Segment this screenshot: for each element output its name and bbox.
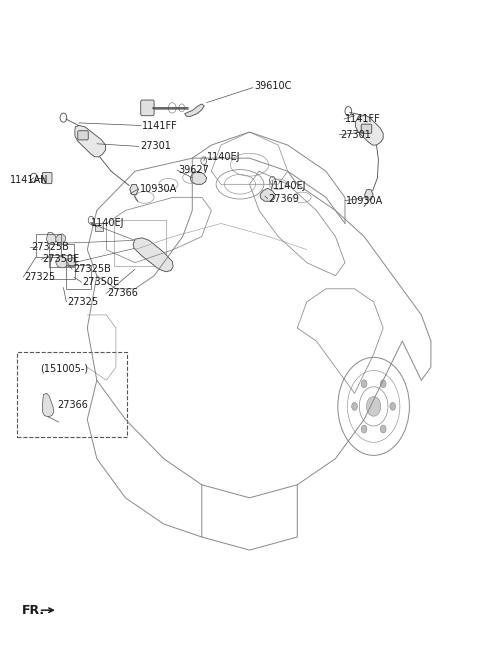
Bar: [50, 255, 75, 279]
Text: 27350E: 27350E: [83, 277, 120, 287]
Text: 1140EJ: 1140EJ: [91, 218, 125, 228]
Text: 27325B: 27325B: [73, 264, 111, 274]
Circle shape: [352, 403, 358, 410]
Text: 27325: 27325: [24, 272, 55, 282]
Polygon shape: [356, 115, 383, 145]
Text: 10930A: 10930A: [346, 195, 383, 205]
Polygon shape: [42, 394, 54, 417]
Text: 1141FF: 1141FF: [345, 114, 381, 124]
Text: 27369: 27369: [269, 194, 300, 203]
Circle shape: [390, 403, 396, 410]
Circle shape: [366, 397, 381, 416]
FancyBboxPatch shape: [361, 124, 372, 133]
Bar: [66, 265, 91, 289]
Bar: [36, 234, 60, 257]
Polygon shape: [56, 234, 65, 243]
FancyBboxPatch shape: [141, 100, 154, 115]
Bar: [49, 244, 74, 267]
Polygon shape: [133, 238, 173, 272]
Text: 1140EJ: 1140EJ: [206, 152, 240, 162]
Polygon shape: [75, 125, 106, 157]
Polygon shape: [66, 257, 76, 266]
Text: 27366: 27366: [108, 289, 138, 298]
Text: 1141AN: 1141AN: [10, 175, 48, 186]
Polygon shape: [185, 104, 204, 116]
Text: (151005-): (151005-): [40, 363, 89, 373]
Polygon shape: [56, 256, 68, 268]
Polygon shape: [260, 188, 276, 201]
Text: 1141FF: 1141FF: [142, 121, 178, 131]
FancyBboxPatch shape: [96, 224, 103, 232]
Text: 39627: 39627: [178, 165, 209, 175]
FancyBboxPatch shape: [42, 173, 52, 184]
Circle shape: [380, 380, 386, 388]
Circle shape: [380, 425, 386, 433]
Polygon shape: [46, 233, 57, 245]
Polygon shape: [191, 171, 206, 184]
Text: 27301: 27301: [140, 142, 171, 152]
Circle shape: [361, 380, 367, 388]
Text: FR.: FR.: [22, 604, 45, 617]
Text: 27325B: 27325B: [31, 242, 69, 252]
FancyBboxPatch shape: [78, 131, 88, 140]
Text: 27301: 27301: [340, 130, 371, 140]
Text: 27366: 27366: [58, 400, 89, 410]
Circle shape: [361, 425, 367, 433]
Text: 10930A: 10930A: [140, 184, 177, 194]
Text: 1140EJ: 1140EJ: [274, 180, 307, 191]
Text: 39610C: 39610C: [254, 81, 292, 91]
Text: 27325: 27325: [67, 297, 98, 307]
Text: 27350E: 27350E: [42, 255, 79, 264]
